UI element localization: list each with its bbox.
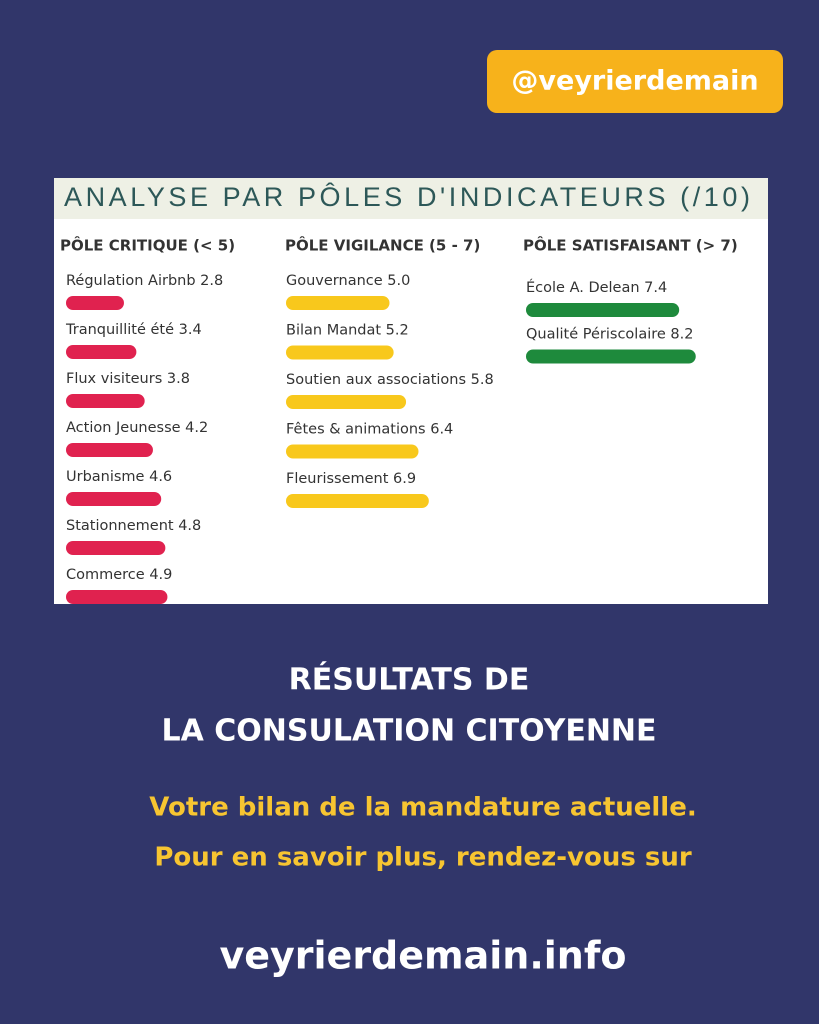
- bar: [526, 303, 680, 317]
- bar: [286, 345, 394, 360]
- item-label: Action Jeunesse 4.2: [66, 420, 208, 436]
- url: veyrierdemain.info: [219, 934, 626, 978]
- bar: [286, 395, 407, 409]
- bar: [66, 590, 168, 604]
- group-header: PÔLE VIGILANCE (5 - 7): [285, 236, 480, 255]
- category-label: École A. Delean: [526, 279, 640, 296]
- category-label: Fêtes & animations: [286, 422, 426, 438]
- value-label: 5.8: [471, 372, 494, 388]
- item-label: Régulation Airbnb 2.8: [66, 273, 223, 289]
- category-label: Tranquillité été: [65, 322, 174, 338]
- bar: [66, 443, 153, 457]
- handle-badge: [487, 50, 783, 113]
- value-label: 4.2: [185, 420, 208, 436]
- value-label: 5.2: [386, 323, 409, 339]
- item-label: Bilan Mandat 5.2: [286, 323, 409, 339]
- item-label: Qualité Périscolaire 8.2: [526, 327, 693, 343]
- category-label: Commerce: [66, 567, 145, 583]
- category-label: Action Jeunesse: [66, 420, 181, 436]
- headline: RÉSULTATS DE: [289, 662, 530, 698]
- value-label: 2.8: [200, 273, 223, 289]
- value-label: 3.4: [179, 322, 202, 338]
- bar: [286, 444, 419, 459]
- value-label: 4.9: [149, 567, 172, 583]
- category-label: Soutien aux associations: [286, 372, 466, 388]
- value-label: 6.9: [393, 471, 416, 487]
- item-label: Urbanisme 4.6: [66, 469, 172, 485]
- value-label: 4.6: [149, 469, 172, 485]
- item-label: Tranquillité été 3.4: [65, 322, 202, 338]
- category-label: Stationnement: [66, 518, 174, 534]
- category-label: Gouvernance: [286, 273, 383, 289]
- item-label: Flux visiteurs 3.8: [66, 371, 190, 387]
- headline: LA CONSULATION CITOYENNE: [161, 714, 656, 749]
- bar: [286, 494, 429, 508]
- bar: [526, 349, 696, 364]
- value-label: 7.4: [644, 280, 667, 296]
- item-label: École A. Delean 7.4: [526, 279, 667, 296]
- value-label: 3.8: [167, 371, 190, 387]
- group-header: PÔLE SATISFAISANT (> 7): [523, 236, 738, 255]
- subtitle: Pour en savoir plus, rendez-vous sur: [154, 843, 692, 873]
- category-label: Fleurissement: [286, 471, 389, 487]
- bar: [66, 541, 166, 555]
- value-label: 4.8: [178, 518, 201, 534]
- chart-title: ANALYSE PAR PÔLES D'INDICATEURS (/10): [64, 181, 750, 212]
- category-label: Régulation Airbnb: [66, 273, 196, 289]
- item-label: Fleurissement 6.9: [286, 471, 416, 487]
- title-band: [54, 178, 768, 219]
- bar: [286, 296, 390, 310]
- category-label: Urbanisme: [66, 469, 145, 485]
- handle: @veyrierdemain: [511, 66, 758, 97]
- item-label: Stationnement 4.8: [66, 518, 201, 534]
- group-header: PÔLE CRITIQUE (< 5): [60, 236, 235, 255]
- value-label: 8.2: [670, 327, 693, 343]
- chart-panel: [54, 178, 768, 604]
- bar: [66, 345, 137, 359]
- bar: [66, 492, 162, 506]
- bar: [66, 394, 145, 408]
- category-label: Flux visiteurs: [66, 371, 162, 387]
- item-label: Gouvernance 5.0: [286, 273, 410, 289]
- item-label: Soutien aux associations 5.8: [286, 372, 494, 388]
- bar: [66, 296, 124, 310]
- value-label: 6.4: [430, 422, 453, 438]
- category-label: Bilan Mandat: [286, 323, 381, 339]
- value-label: 5.0: [387, 273, 410, 289]
- subtitle: Votre bilan de la mandature actuelle.: [149, 793, 696, 823]
- item-label: Fêtes & animations 6.4: [286, 422, 453, 438]
- category-label: Qualité Périscolaire: [526, 327, 666, 343]
- item-label: Commerce 4.9: [66, 567, 172, 583]
